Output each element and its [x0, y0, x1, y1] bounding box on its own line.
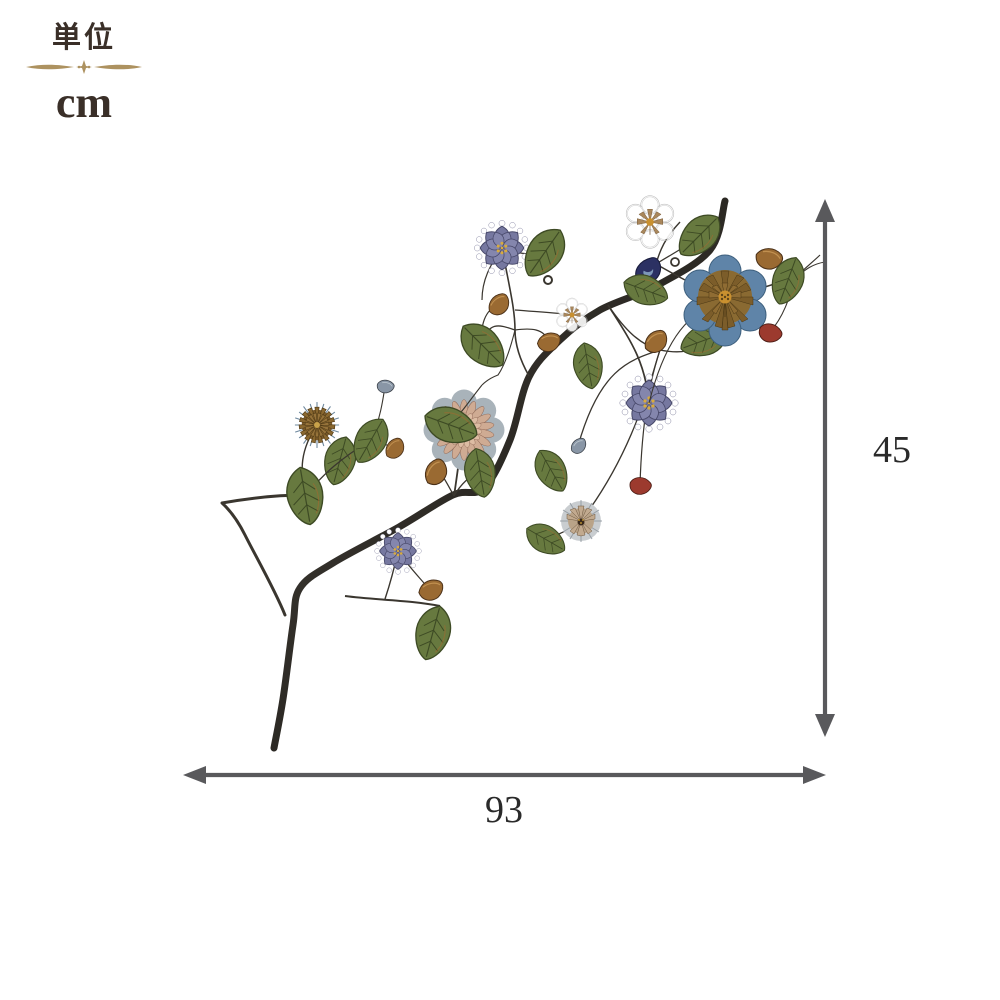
svg-text:93: 93: [485, 789, 523, 831]
svg-text:45: 45: [873, 429, 911, 471]
